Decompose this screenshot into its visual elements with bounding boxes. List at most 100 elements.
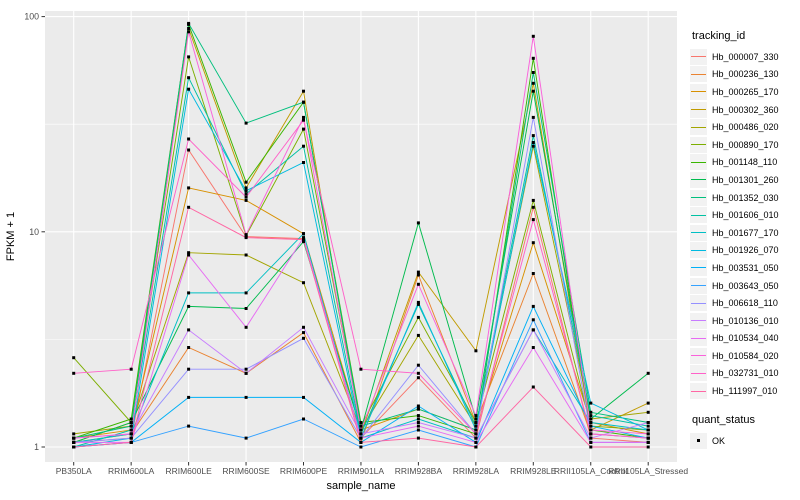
data-point bbox=[72, 436, 76, 440]
data-point bbox=[531, 328, 535, 332]
legend-entry: Hb_010534_040 bbox=[690, 330, 798, 348]
data-point bbox=[474, 445, 478, 449]
data-point bbox=[129, 432, 133, 436]
legend-label: Hb_000890_170 bbox=[712, 139, 779, 150]
data-point bbox=[416, 404, 420, 408]
data-point bbox=[589, 428, 593, 432]
data-point bbox=[646, 401, 650, 405]
data-point bbox=[187, 55, 191, 59]
data-point bbox=[244, 195, 248, 199]
legend-title-tracking-id: tracking_id bbox=[692, 30, 746, 42]
data-point bbox=[244, 325, 248, 329]
legend-key-line-icon bbox=[690, 365, 707, 382]
legend-entry: Hb_003643_050 bbox=[690, 277, 798, 295]
data-point bbox=[416, 371, 420, 375]
y-tick-label: 100 bbox=[24, 12, 39, 22]
data-point bbox=[531, 144, 535, 148]
series-color-line bbox=[691, 214, 706, 216]
data-point bbox=[646, 428, 650, 432]
legend-label: Hb_001926_070 bbox=[712, 245, 779, 256]
x-tick-label: RRIM928LA bbox=[453, 466, 500, 476]
data-point bbox=[187, 76, 191, 80]
series-color-line bbox=[691, 109, 706, 111]
data-point bbox=[302, 100, 305, 104]
data-point bbox=[187, 148, 191, 152]
data-point bbox=[187, 291, 191, 295]
data-point bbox=[187, 304, 191, 308]
data-point bbox=[416, 273, 420, 277]
legend-entry: Hb_000890_170 bbox=[690, 136, 798, 154]
data-point bbox=[244, 371, 248, 375]
data-point bbox=[187, 328, 191, 332]
data-point bbox=[474, 417, 478, 421]
data-point bbox=[531, 56, 535, 60]
data-point bbox=[129, 417, 133, 421]
data-point bbox=[302, 331, 305, 335]
data-point bbox=[129, 367, 133, 371]
data-point bbox=[416, 270, 420, 274]
legend-key-line-icon bbox=[690, 277, 707, 294]
legend-entry: Hb_111997_010 bbox=[690, 382, 798, 400]
series-color-line bbox=[691, 197, 706, 199]
data-point bbox=[531, 272, 535, 275]
data-point bbox=[416, 424, 420, 428]
series-color-line bbox=[691, 337, 706, 339]
legend-label: Hb_000265_170 bbox=[712, 86, 779, 97]
data-point bbox=[416, 282, 420, 286]
data-point bbox=[359, 424, 363, 428]
data-point bbox=[531, 89, 535, 93]
legend-key-line-icon bbox=[690, 242, 707, 259]
data-point bbox=[531, 304, 535, 308]
x-tick-label: RRII105LA_Control bbox=[554, 466, 628, 476]
data-point bbox=[187, 253, 191, 257]
series-color-line bbox=[691, 91, 706, 93]
data-point bbox=[531, 241, 535, 245]
legend-label: Hb_001606_010 bbox=[712, 210, 779, 221]
series-color-line bbox=[691, 144, 706, 146]
data-point bbox=[531, 134, 535, 138]
legend-label: Hb_000236_130 bbox=[712, 69, 779, 80]
x-tick-label: RRIM928LE bbox=[510, 466, 557, 476]
legend-entries-tracking-id: Hb_000007_330 Hb_000236_130 Hb_000265_170 H… bbox=[690, 48, 798, 400]
x-tick-label: PB350LA bbox=[56, 466, 92, 476]
data-point bbox=[531, 318, 535, 322]
legend-label: Hb_003531_050 bbox=[712, 262, 779, 273]
data-point bbox=[646, 440, 650, 444]
legend-entry: Hb_001606_010 bbox=[690, 206, 798, 224]
data-point bbox=[302, 115, 305, 119]
data-point bbox=[589, 424, 593, 428]
data-point bbox=[302, 232, 305, 236]
data-point bbox=[474, 424, 478, 428]
data-point bbox=[646, 421, 650, 424]
data-point bbox=[244, 198, 248, 202]
data-point bbox=[302, 240, 305, 244]
data-point bbox=[302, 89, 305, 93]
legend-label: Hb_001301_260 bbox=[712, 174, 779, 185]
legend-entry: Hb_001926_070 bbox=[690, 242, 798, 260]
legend-label: Hb_111997_010 bbox=[712, 386, 778, 397]
data-point bbox=[129, 436, 133, 440]
data-point bbox=[244, 253, 248, 257]
data-point bbox=[72, 356, 76, 360]
data-point bbox=[416, 300, 420, 304]
data-point bbox=[302, 281, 305, 285]
legend-key-line-icon bbox=[690, 312, 707, 329]
series-color-line bbox=[691, 56, 706, 58]
data-point bbox=[244, 192, 248, 196]
legend-title-quant-status: quant_status bbox=[692, 413, 755, 426]
data-point bbox=[589, 401, 593, 405]
legend-key-line-icon bbox=[690, 295, 707, 312]
data-point bbox=[72, 445, 76, 449]
data-point bbox=[531, 34, 535, 38]
legend-key-line-icon bbox=[690, 189, 707, 206]
series-color-line bbox=[691, 267, 706, 269]
data-point bbox=[474, 440, 478, 444]
legend-key-line-icon bbox=[690, 83, 707, 100]
data-point bbox=[416, 414, 420, 418]
series-color-line bbox=[691, 390, 706, 392]
data-point bbox=[589, 436, 593, 440]
data-point bbox=[589, 410, 593, 414]
legend-label: Hb_003643_050 bbox=[712, 280, 779, 291]
x-axis-title: sample_name bbox=[326, 480, 395, 492]
series-color-line bbox=[691, 179, 706, 181]
